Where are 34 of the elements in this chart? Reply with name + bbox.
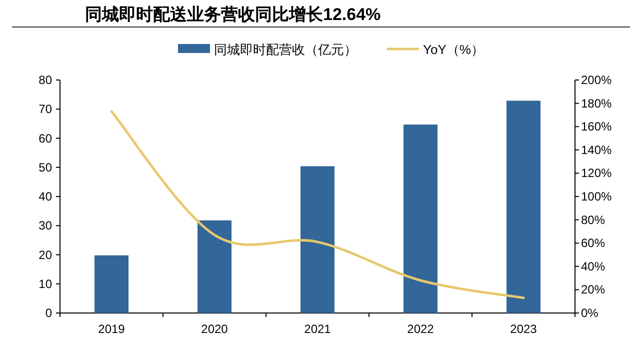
y-tick-label: 10 xyxy=(38,276,52,291)
y2-tick-label: 180% xyxy=(581,96,612,110)
y2-tick-label: 80% xyxy=(581,212,606,227)
legend-label: 同城即时配营收（亿元） xyxy=(214,42,357,57)
y2-tick-label: 160% xyxy=(581,120,612,134)
y-tick-label: 20 xyxy=(38,248,52,262)
y-tick-label: 70 xyxy=(38,102,52,116)
bar xyxy=(94,255,128,313)
y-tick-label: 80 xyxy=(38,73,52,87)
legend-label: YoY（%） xyxy=(423,42,484,57)
y-tick-label: 30 xyxy=(38,218,52,233)
x-tick-label: 2022 xyxy=(407,322,434,336)
x-tick-label: 2021 xyxy=(304,322,332,336)
y-tick-label: 40 xyxy=(38,190,52,204)
y-tick-label: 50 xyxy=(38,160,52,174)
bar xyxy=(300,166,334,313)
y-tick-label: 0 xyxy=(45,306,52,320)
y2-tick-label: 60% xyxy=(581,236,606,250)
y2-tick-label: 200% xyxy=(581,73,612,87)
x-tick-label: 2020 xyxy=(201,322,228,336)
y2-tick-label: 100% xyxy=(581,190,612,204)
x-tick-label: 2023 xyxy=(510,322,538,336)
bar xyxy=(198,220,232,313)
y2-tick-label: 40% xyxy=(581,259,606,274)
line-series xyxy=(110,110,525,300)
bar xyxy=(506,100,540,313)
y-tick-label: 60 xyxy=(38,131,52,146)
y2-tick-label: 0% xyxy=(581,306,599,320)
bar xyxy=(404,124,438,313)
y2-tick-label: 120% xyxy=(581,166,612,180)
chart-title: 同城即时配送业务营收同比增长12.64% xyxy=(85,5,381,24)
y2-tick-label: 140% xyxy=(581,142,612,157)
x-tick-label: 2019 xyxy=(98,322,126,336)
y2-tick-label: 20% xyxy=(581,282,606,297)
